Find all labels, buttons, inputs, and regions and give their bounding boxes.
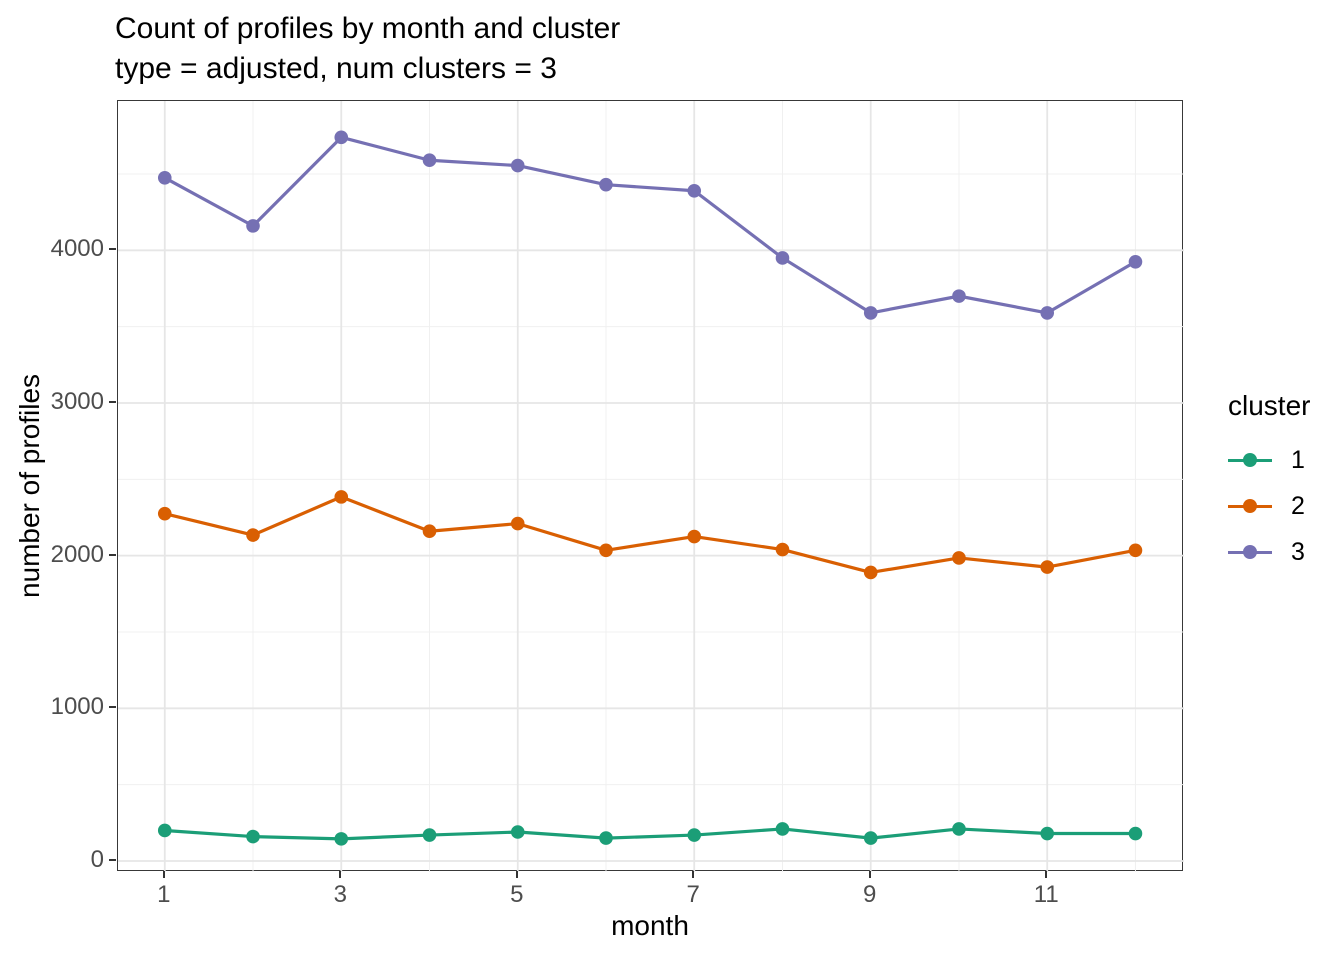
data-point-cluster-2 (157, 506, 172, 521)
data-point-cluster-3 (863, 306, 878, 320)
data-point-cluster-2 (952, 551, 966, 565)
chart-panel (117, 100, 1184, 872)
data-point-cluster-3 (952, 289, 966, 303)
legend-key-dot (1243, 499, 1257, 513)
data-point-cluster-2 (334, 490, 349, 504)
data-point-cluster-2 (1040, 560, 1055, 574)
series-line-cluster-1 (164, 827, 1136, 841)
x-axis-title: month (611, 910, 689, 941)
data-point-cluster-1 (952, 822, 966, 836)
series-line-cluster-3 (164, 135, 1137, 315)
legend-items: 1 2 3 (1228, 446, 1310, 566)
data-point-cluster-3 (775, 251, 790, 265)
data-point-cluster-2 (775, 542, 790, 557)
data-point-cluster-1 (1128, 826, 1143, 841)
y-tick-label: 4000 (50, 235, 104, 263)
y-tick-mark (109, 553, 116, 556)
legend-item-cluster-3: 3 (1228, 538, 1310, 566)
legend-key-icon (1228, 538, 1272, 566)
data-point-cluster-1 (775, 822, 790, 836)
legend-item-cluster-1: 1 (1228, 446, 1310, 474)
y-tick-label: 3000 (50, 387, 104, 415)
legend-item-label: 3 (1291, 537, 1305, 566)
legend-item-label: 2 (1291, 491, 1305, 520)
y-tick-mark (109, 859, 116, 861)
x-tick-mark (515, 871, 518, 878)
data-point-cluster-3 (422, 153, 437, 168)
x-tick-label: 1 (157, 881, 171, 908)
y-tick-mark (109, 248, 116, 251)
plot-title: Count of profiles by month and cluster (115, 12, 621, 45)
data-point-cluster-2 (599, 543, 613, 558)
legend-item-cluster-2: 2 (1228, 492, 1310, 520)
y-tick-label: 0 (90, 846, 104, 873)
legend: cluster 1 2 3 (1228, 390, 1310, 584)
data-point-cluster-3 (687, 183, 702, 198)
data-point-cluster-3 (599, 177, 613, 192)
x-tick-label: 5 (510, 881, 524, 908)
data-point-cluster-1 (422, 828, 437, 842)
data-point-cluster-2 (422, 524, 437, 539)
data-point-cluster-1 (334, 832, 349, 846)
data-point-cluster-3 (1128, 254, 1143, 269)
x-tick-mark (339, 871, 342, 878)
plot-subtitle: type = adjusted, num clusters = 3 (115, 52, 557, 85)
legend-key-dot (1243, 545, 1257, 559)
data-point-cluster-1 (863, 831, 878, 845)
x-tick-label: 11 (1033, 881, 1059, 908)
data-point-cluster-3 (510, 158, 525, 173)
data-point-cluster-3 (246, 219, 260, 233)
legend-key-icon (1228, 446, 1272, 474)
series-line-cluster-2 (164, 495, 1136, 575)
chart-canvas (118, 101, 1184, 872)
data-point-cluster-1 (599, 831, 613, 845)
x-tick-label: 9 (863, 881, 877, 908)
data-point-cluster-1 (246, 829, 260, 844)
data-point-cluster-3 (1040, 306, 1055, 320)
y-tick-mark (109, 400, 116, 403)
data-point-cluster-1 (510, 825, 525, 839)
data-point-cluster-2 (1128, 543, 1143, 558)
data-point-cluster-1 (1040, 826, 1055, 841)
x-tick-label: 3 (333, 881, 347, 908)
data-point-cluster-2 (863, 565, 878, 580)
data-point-cluster-2 (246, 528, 260, 542)
data-point-cluster-2 (687, 529, 702, 544)
y-tick-mark (109, 706, 116, 709)
data-point-cluster-2 (510, 516, 525, 531)
y-axis-title: number of profiles (14, 373, 45, 599)
data-point-cluster-3 (334, 130, 349, 145)
x-tick-mark (1045, 871, 1048, 878)
data-point-cluster-1 (687, 828, 702, 842)
data-point-cluster-1 (157, 823, 172, 838)
legend-item-label: 1 (1291, 445, 1305, 474)
x-tick-mark (692, 871, 695, 878)
y-tick-label: 1000 (50, 693, 104, 721)
legend-key-icon (1228, 492, 1272, 520)
x-tick-mark (868, 871, 871, 878)
legend-title: cluster (1228, 390, 1311, 421)
data-point-cluster-3 (157, 170, 172, 185)
y-tick-label: 2000 (50, 540, 104, 568)
x-tick-mark (162, 871, 165, 878)
legend-key-dot (1243, 453, 1257, 467)
x-tick-label: 7 (686, 881, 700, 908)
